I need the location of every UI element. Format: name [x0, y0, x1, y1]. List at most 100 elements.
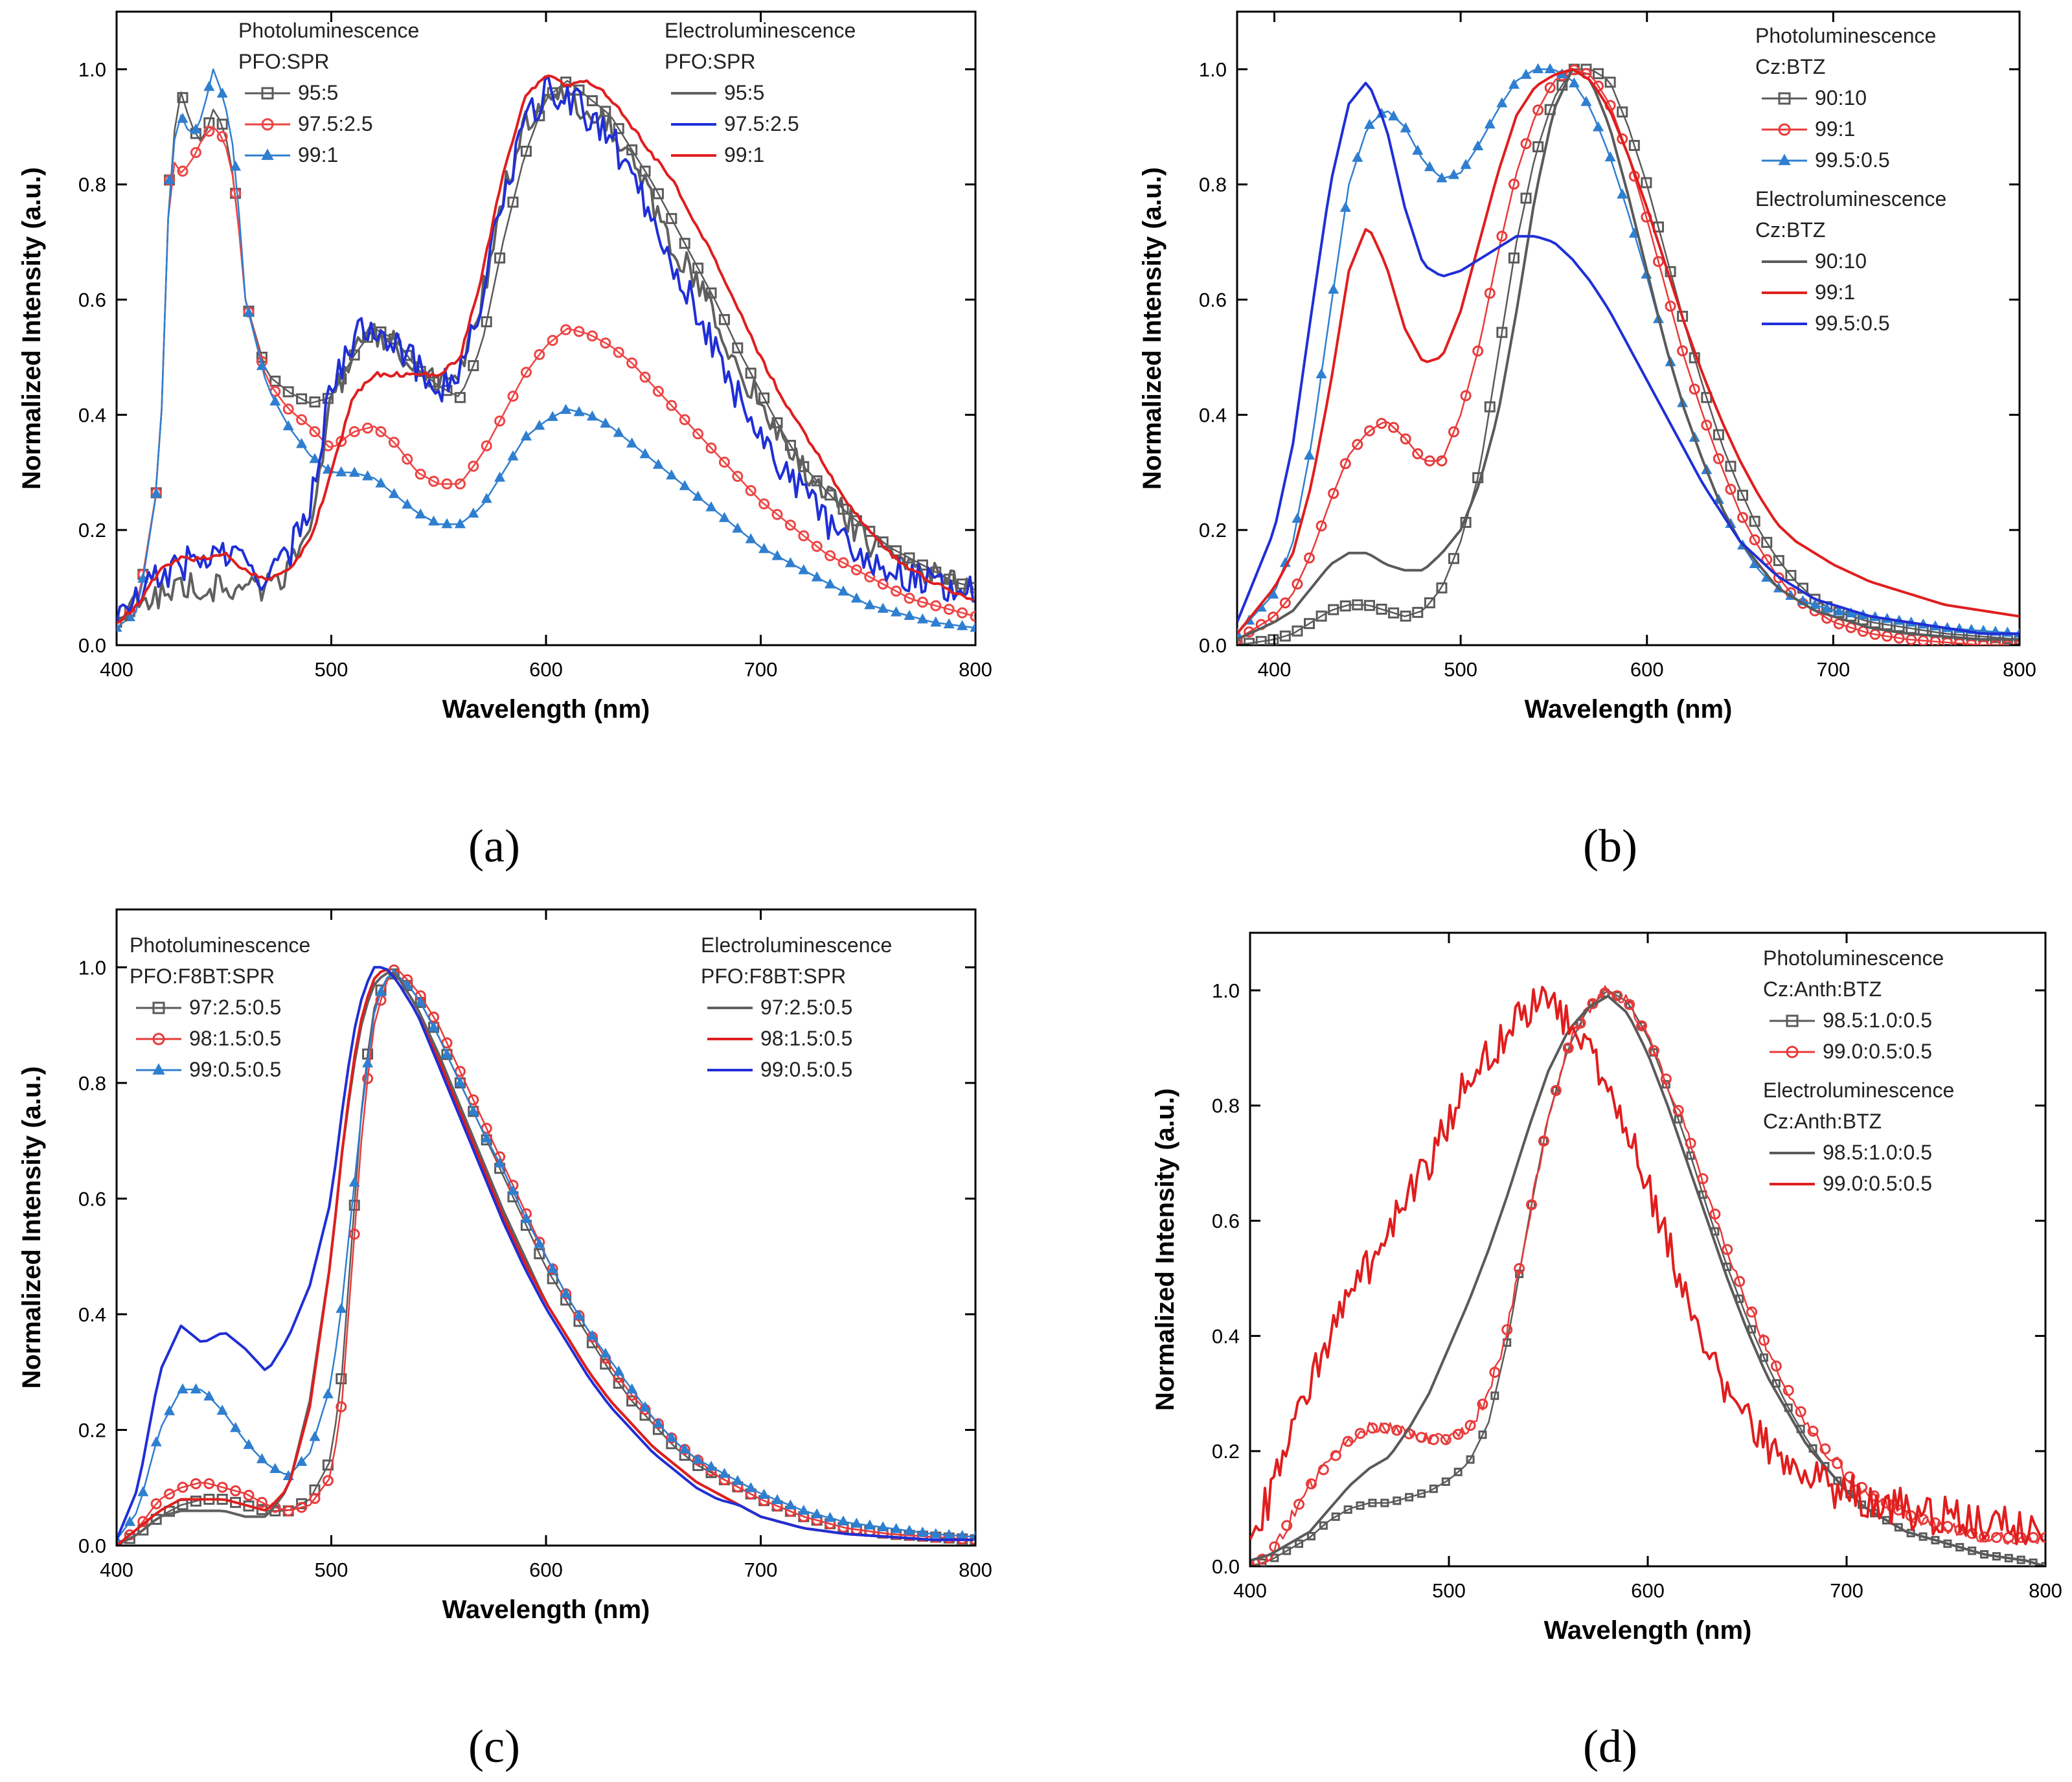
panel-c-series-2-marker-23 [415, 996, 426, 1007]
panel-a-ytick-1: 0.2 [78, 519, 106, 542]
panel-b-series-2-marker-20 [1472, 140, 1484, 151]
panel-c-series-1-marker-16 [322, 1475, 334, 1487]
panel-b-legend-series-4: 99:1 [1815, 280, 1855, 304]
panel-b-ytick-3: 0.6 [1199, 289, 1227, 312]
panel-a-series-0-marker-28 [481, 316, 492, 328]
panel-a-series-2-marker-63 [943, 618, 955, 628]
panel-d-series-1-marker-33 [1648, 1045, 1659, 1057]
panel-a-series-1-marker-27 [468, 461, 479, 472]
panel-b-series-2-marker-8 [1328, 283, 1339, 294]
panel-c-legend-title-el-2: PFO:F8BT:SPR [701, 965, 846, 988]
panel-c-series-2-marker-7 [203, 1390, 215, 1401]
panel-b-ytick-0: 0.0 [1199, 634, 1227, 657]
panel-b-series-1-marker-38 [1689, 383, 1700, 395]
panel-d-series-1-marker-16 [1440, 1434, 1452, 1445]
panel-a-legend-title-el-1: Electroluminescence [665, 19, 856, 42]
panel-b-series-1-marker-26 [1544, 82, 1556, 93]
panel-a-series-2-marker-58 [877, 602, 889, 613]
panel-a-series-0-marker-49 [758, 392, 770, 404]
panel-a-series-2-marker-62 [930, 616, 942, 627]
panel-c-series-1-marker-10 [243, 1489, 255, 1501]
panel-b-xtick-500: 500 [1444, 658, 1477, 681]
panel-c-xtick-400: 400 [100, 1559, 133, 1581]
panel-c-series-2-marker-5 [177, 1383, 188, 1394]
panel-b-series-2-marker-15 [1412, 144, 1424, 155]
panel-a-series-0-marker-31 [520, 145, 532, 157]
panel-b-series-0-marker-7 [1315, 610, 1327, 622]
panel-d-series-1-marker-23 [1526, 1199, 1538, 1211]
panel-a-series-2-marker-0 [117, 621, 122, 632]
panel-c-series-2-marker-57 [864, 1519, 876, 1530]
panel-a-series-2-marker-41 [652, 459, 664, 469]
panel-a-series-2-marker-35 [573, 406, 585, 417]
panel-b-series-1-marker-44 [1761, 554, 1773, 565]
panel-d: 400 500 600 700 800 0.0 0.2 0.4 0.6 0.8 … [1151, 931, 2062, 1772]
panel-b-series-1-marker-15 [1412, 448, 1424, 460]
panel-b-series-5-line [1237, 82, 2020, 635]
panel-b-series-1-marker-43 [1749, 534, 1760, 545]
panel-c-series-2-marker-46 [718, 1468, 730, 1478]
panel-b-xlabel: Wavelength (nm) [1525, 695, 1733, 724]
panel-a-series-1-marker-62 [930, 600, 942, 611]
panel-a-series-2-marker-8 [216, 87, 228, 98]
panel-d-legend-swatch-marker-1 [1786, 1045, 1799, 1058]
panel-a-series-1-marker-39 [626, 357, 638, 369]
panel-a-series-2-marker-33 [547, 411, 558, 421]
panel-c-ytick-0: 0.0 [78, 1535, 106, 1557]
panel-c-series-2-marker-54 [825, 1511, 836, 1522]
panel-a-series-2-marker-34 [560, 404, 572, 414]
panel-a-series-1-marker-31 [520, 367, 532, 378]
panel-a-series-2-marker-54 [825, 578, 836, 589]
panel-b-ytick-1: 0.2 [1199, 519, 1227, 542]
panel-b-series-0-marker-18 [1448, 553, 1460, 564]
panel-c-series-2-marker-58 [877, 1521, 889, 1531]
panel-b-series-1-marker-39 [1701, 419, 1713, 431]
panel-d-series-1-marker-4 [1293, 1498, 1305, 1510]
panel-a-series-1-marker-55 [837, 557, 849, 569]
panel-b-legend-title-pl-1: Photoluminescence [1755, 24, 1936, 47]
panel-b-series-1-marker-11 [1363, 425, 1375, 437]
panel-d-series-1-marker-44 [1782, 1384, 1794, 1396]
panel-c-series-2-marker-15 [309, 1431, 321, 1441]
panel-b-series-0-marker-31 [1604, 76, 1616, 88]
panel-c-series-2-marker-50 [771, 1494, 783, 1505]
panel-b-legend-title-el-2: Cz:BTZ [1755, 218, 1825, 242]
panel-a-series-1-marker-50 [771, 508, 783, 520]
panel-d-series-1-marker-7 [1330, 1450, 1341, 1461]
panel-b-series-0-marker-46 [1785, 569, 1797, 581]
panel-a-series-0-marker-44 [692, 262, 704, 274]
panel-a-series-2-marker-56 [850, 592, 862, 603]
panel-b-legend-series-3: 90:10 [1815, 249, 1867, 273]
panel-c-ytick-4: 0.8 [78, 1072, 106, 1095]
panel-c-series-2-marker-59 [891, 1523, 902, 1533]
panel-b-series-2-marker-0 [1237, 627, 1243, 638]
panel-a-series-1-marker-7 [203, 126, 215, 137]
panel-a-series-2-marker-17 [336, 466, 347, 477]
panel-a-series-2-marker-43 [679, 480, 690, 490]
panel-a-series-2-marker-40 [639, 448, 651, 459]
panel-d-series-1-marker-11 [1379, 1422, 1391, 1434]
panel-c-series-2-marker-32 [534, 1237, 545, 1248]
panel-d-series-1-marker-19 [1477, 1399, 1488, 1410]
panel-d-series-0-marker-53 [1894, 1523, 1903, 1532]
panel-a-series-1-marker-42 [666, 400, 677, 411]
panel-c-series-1-marker-11 [256, 1496, 268, 1508]
panel-b-xtick-700: 700 [1817, 658, 1850, 681]
panel-d-series-1-marker-26 [1562, 1042, 1574, 1054]
panel-d-ylabel: Normalized Intensity (a.u.) [1151, 1088, 1179, 1411]
panel-a-series-1-marker-30 [507, 391, 519, 402]
panel-a-series-1-marker-52 [798, 530, 810, 542]
panel-a-ytick-0: 0.0 [78, 634, 106, 657]
panel-c-ytick-5: 1.0 [78, 956, 106, 979]
panel-b-series-1-marker-9 [1339, 458, 1351, 470]
panel-a-legend-series-2: 99:1 [298, 143, 338, 166]
panel-b-ylabel: Normalized Intensity (a.u.) [1138, 167, 1167, 490]
panel-c-series-2-marker-55 [837, 1515, 849, 1526]
panel-a-series-0-marker-8 [216, 119, 228, 130]
panel-a-series-1-marker-41 [652, 385, 664, 397]
panel-b-series-1-marker-40 [1713, 453, 1724, 464]
panel-c-series-2-marker-56 [850, 1517, 862, 1528]
panel-c-xtick-700: 700 [744, 1559, 778, 1581]
panel-c-series-2-marker-4 [164, 1405, 176, 1415]
panel-c-legend-series-2: 99:0.5:0.5 [189, 1058, 281, 1081]
